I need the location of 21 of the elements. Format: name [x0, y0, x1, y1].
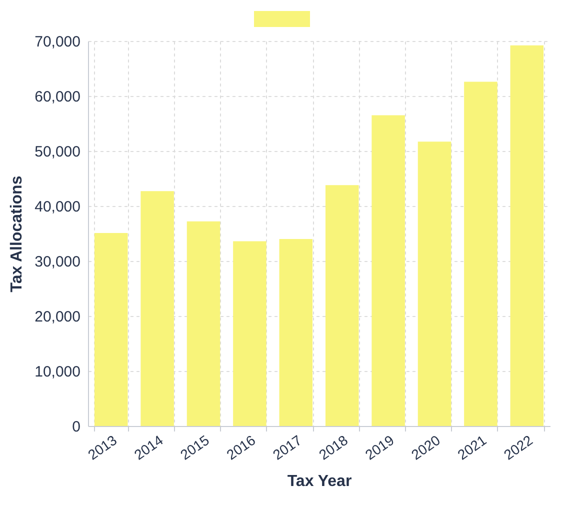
y-tick-label: 20,000: [34, 308, 80, 326]
x-axis-title: Tax Year: [287, 472, 352, 490]
y-tick-label: 10,000: [34, 364, 80, 380]
bar: [372, 115, 405, 426]
y-tick-label: 50,000: [34, 144, 80, 160]
bar: [418, 142, 452, 426]
bar: [233, 241, 266, 426]
y-tick-label: 30,000: [34, 254, 80, 270]
bar: [325, 185, 359, 426]
bar: [279, 239, 313, 426]
bar: [186, 221, 220, 426]
y-axis-title: Tax Allocations: [8, 176, 26, 292]
bar: [140, 191, 174, 426]
bar: [464, 82, 498, 426]
bar: [510, 45, 544, 426]
y-tick-label: 40,000: [34, 198, 80, 216]
y-tick-label: 70,000: [34, 34, 80, 50]
y-tick-label: 60,000: [34, 88, 80, 106]
y-tick-label: 0: [72, 418, 80, 436]
bar: [94, 232, 128, 426]
x-tick-label: 2021: [454, 432, 490, 463]
